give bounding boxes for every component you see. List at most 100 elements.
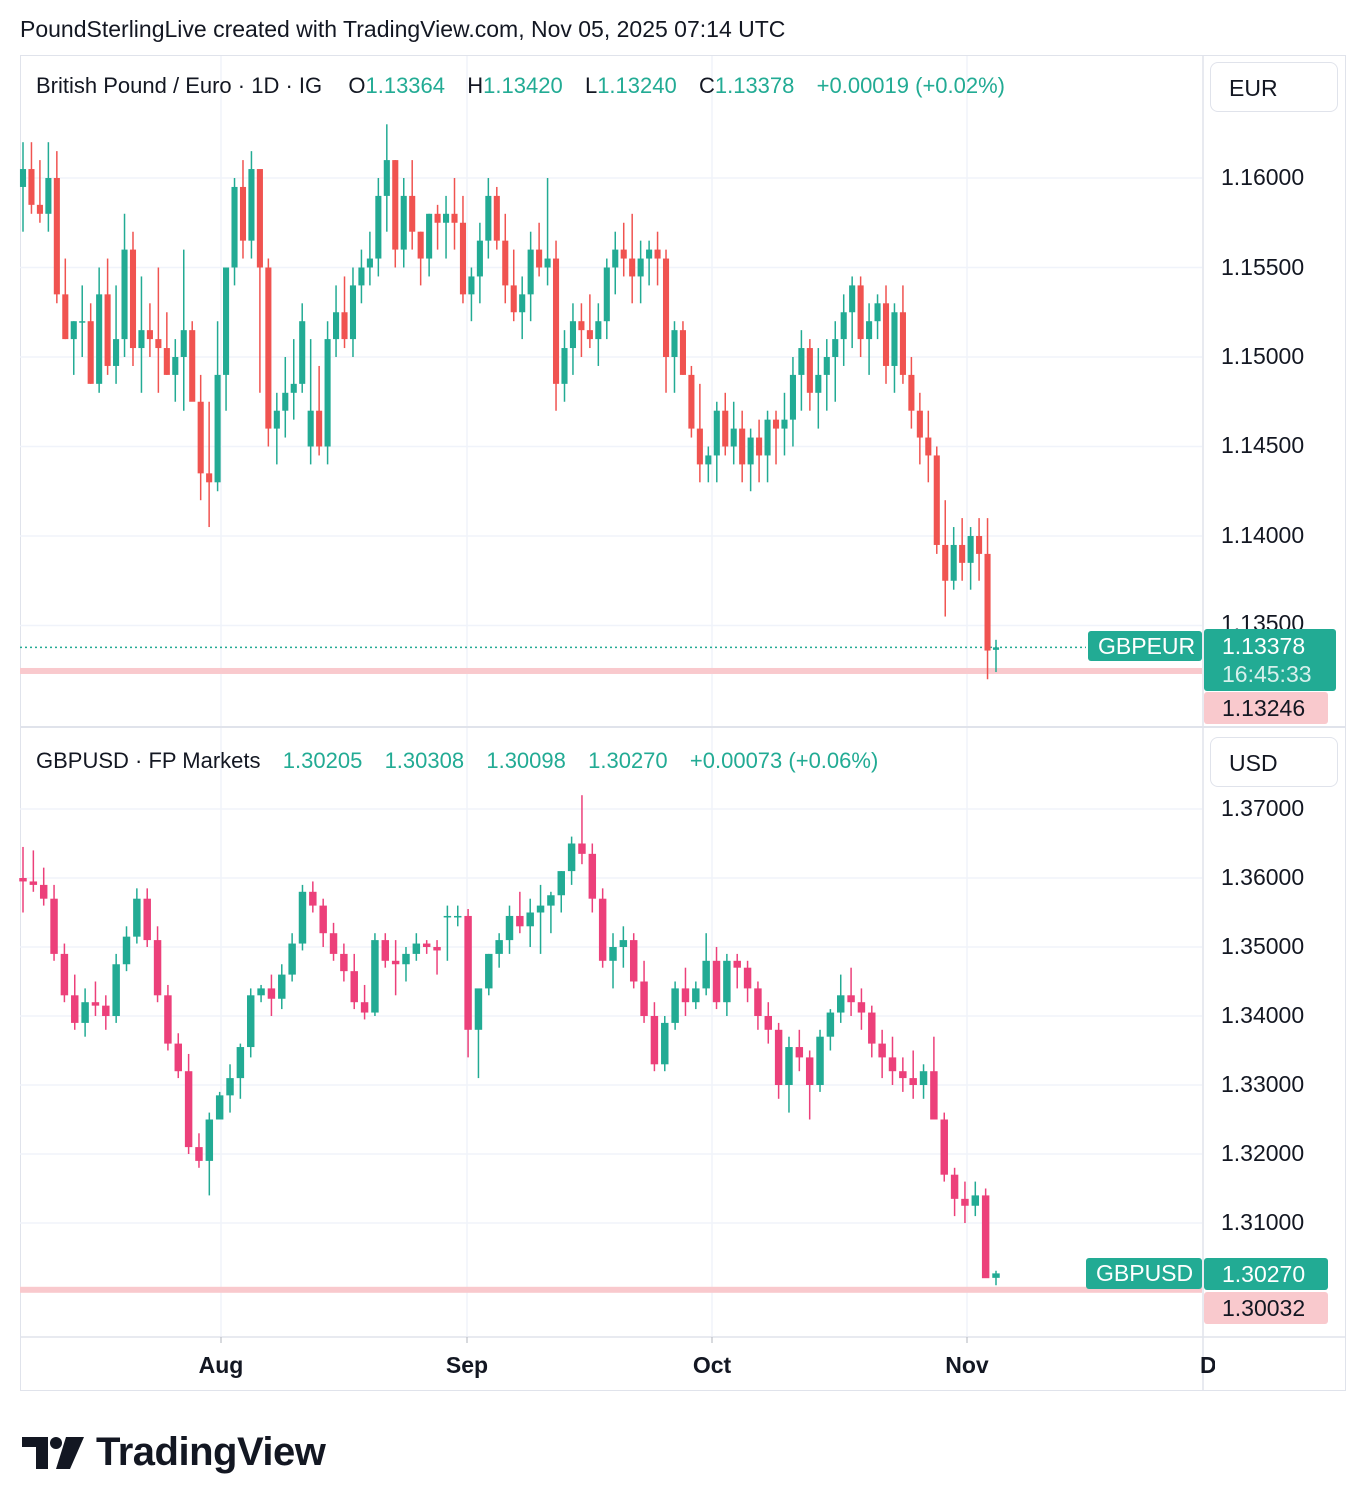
candle-body <box>552 258 560 384</box>
candle-body <box>526 912 534 927</box>
candle-body <box>298 891 307 944</box>
candle-body <box>878 1043 886 1058</box>
candle-body <box>940 1119 948 1175</box>
candle-body <box>442 213 450 223</box>
top-legend-low: 1.13240 <box>597 73 677 98</box>
candle-body <box>629 258 636 277</box>
x-axis-label: Oct <box>692 1352 732 1378</box>
top-legend-title: British Pound / Euro · 1D · IG <box>36 73 323 98</box>
candle-body <box>866 321 873 340</box>
candle-body <box>163 348 170 375</box>
candle-body <box>650 1016 659 1065</box>
candle-body <box>916 410 923 438</box>
candle-body <box>815 374 822 393</box>
candle-body <box>112 964 120 1016</box>
candle-body <box>257 988 265 996</box>
top-legend-open-label: O <box>348 73 366 98</box>
candle-body <box>899 312 906 375</box>
candle-body <box>696 428 703 465</box>
candle-body <box>981 1195 990 1279</box>
support-line <box>20 667 1202 674</box>
candle-body <box>62 294 69 340</box>
candle-body <box>153 940 162 996</box>
candle-body <box>155 339 162 349</box>
candle-body <box>723 960 731 1003</box>
gbpeur-last-price: 1.13378 <box>1222 633 1306 659</box>
candle-body <box>868 1012 876 1044</box>
candle-body <box>309 891 317 906</box>
candle-body <box>214 374 221 483</box>
bottom-axis-tick: 1.37000 <box>1221 795 1305 821</box>
candle-body <box>426 213 433 259</box>
candle-body <box>383 160 390 196</box>
gbpeur-countdown: 16:45:33 <box>1222 661 1312 687</box>
candle-body <box>588 853 597 899</box>
candle-body <box>476 240 483 277</box>
candle-body <box>925 437 932 456</box>
candle-body <box>629 940 638 982</box>
candle-body <box>942 544 949 581</box>
candle-body <box>806 348 813 393</box>
candle-body <box>189 330 196 402</box>
candle-body <box>174 1043 182 1072</box>
candle-body <box>899 1071 907 1079</box>
candle-body <box>502 240 509 286</box>
candle-body <box>612 249 619 268</box>
candle-body <box>87 321 94 384</box>
candle-body <box>282 392 289 411</box>
candle-body <box>967 536 974 563</box>
candle-body <box>71 995 79 1023</box>
currency-selector-eur[interactable]: EUR <box>1210 62 1338 112</box>
candle-body <box>433 947 441 951</box>
candle-body <box>909 1078 917 1085</box>
x-axis-label: Sep <box>445 1352 489 1378</box>
candle-body <box>400 195 407 250</box>
candle-body <box>226 1078 234 1096</box>
candle-body <box>223 267 230 375</box>
candle-body <box>795 1047 804 1058</box>
candle-body <box>705 455 712 465</box>
candle-body <box>28 169 35 205</box>
candle-body <box>671 988 679 1023</box>
candle-body <box>278 974 286 999</box>
chart-header: PoundSterlingLive created with TradingVi… <box>20 16 786 42</box>
candle-body <box>340 953 348 972</box>
candle-body <box>702 960 710 989</box>
candle-body <box>519 294 526 313</box>
candle-body <box>290 383 297 393</box>
candle-body <box>60 953 69 996</box>
candle-body <box>692 988 700 1003</box>
candle-body <box>891 312 898 366</box>
tradingview-logo[interactable]: TradingView <box>22 1430 326 1475</box>
candle-body <box>857 285 864 340</box>
candle-body <box>184 1071 193 1148</box>
candle-body <box>138 330 145 349</box>
candle-body <box>402 953 410 965</box>
candle-body <box>205 1119 214 1161</box>
bottom-legend-title: GBPUSD · FP Markets <box>36 748 261 773</box>
bottom-axis-tick: 1.32000 <box>1221 1140 1305 1166</box>
top-legend-close: 1.13378 <box>714 73 795 98</box>
candle-body <box>412 943 421 954</box>
candle-body <box>679 330 686 375</box>
bottom-legend-high: 1.30308 <box>384 748 465 773</box>
candle-body <box>620 249 627 259</box>
candle-body <box>805 1057 814 1085</box>
chart-frame <box>20 55 1346 1391</box>
candle-body <box>823 357 830 375</box>
top-axis-tick: 1.14000 <box>1221 522 1305 548</box>
candle-body <box>598 898 607 961</box>
candle-body <box>468 276 475 295</box>
candle-body <box>640 981 648 1016</box>
candle-body <box>493 195 500 241</box>
candle-body <box>908 374 915 411</box>
candle-body <box>798 348 805 375</box>
bottom-axis-tick: 1.34000 <box>1221 1002 1305 1028</box>
currency-selector-usd[interactable]: USD <box>1210 737 1338 787</box>
candle-body <box>256 169 263 268</box>
candle-body <box>567 843 576 872</box>
candle-body <box>366 258 373 268</box>
candle-body <box>603 267 610 322</box>
candle-body <box>316 410 323 447</box>
